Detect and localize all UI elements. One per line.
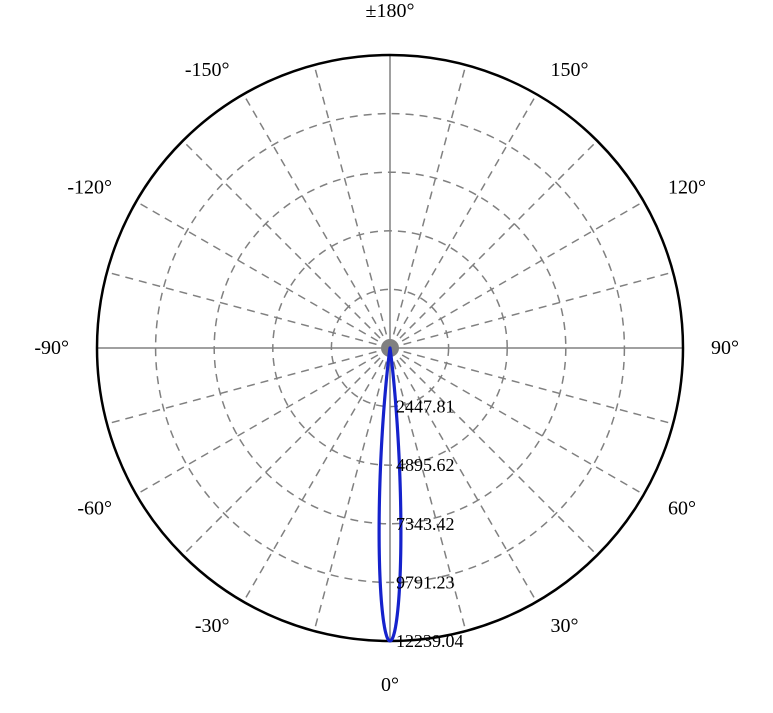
radial-tick-label: 7343.42 xyxy=(396,514,455,534)
angle-tick-label: 30° xyxy=(551,615,579,637)
radial-tick-label: 4895.62 xyxy=(396,455,455,475)
angle-tick-label: -60° xyxy=(77,498,112,520)
angle-tick-label: -90° xyxy=(34,337,69,359)
radial-tick-label: 9791.23 xyxy=(396,572,455,592)
radial-tick-label: 12239.04 xyxy=(396,631,464,651)
angle-tick-label: 120° xyxy=(668,177,706,199)
angle-tick-label: 90° xyxy=(711,337,739,359)
angle-tick-label: -30° xyxy=(195,615,230,637)
chart-bg xyxy=(0,0,773,713)
radial-tick-label: 2447.81 xyxy=(396,397,455,417)
polar-chart: 2447.81 4895.62 7343.42 9791.23 12239.04 ±180… xyxy=(0,0,773,713)
angle-tick-label: -150° xyxy=(185,59,230,81)
angle-tick-label: ±180° xyxy=(366,0,415,22)
angle-tick-label: 60° xyxy=(668,498,696,520)
angle-tick-label: 150° xyxy=(551,59,589,81)
angle-tick-label: -120° xyxy=(67,177,112,199)
angle-tick-label: 0° xyxy=(381,674,399,696)
